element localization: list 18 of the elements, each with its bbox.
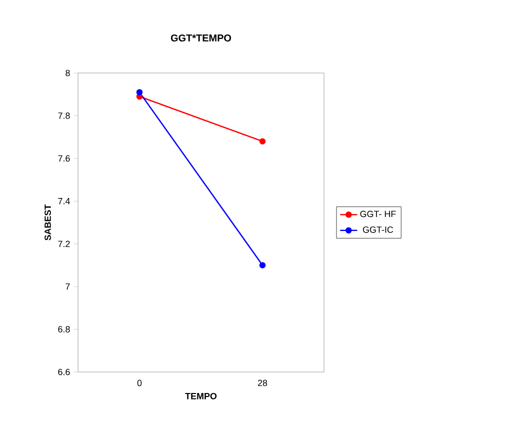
x-tick-label: 0 — [137, 380, 142, 386]
point — [136, 89, 143, 96]
y-tick-label: 8 — [66, 70, 70, 76]
y-tick-label: 6.6 — [58, 368, 70, 376]
y-axis-title: SABEST — [44, 204, 51, 240]
y-tick-label: 7 — [66, 283, 70, 290]
y-tick-label: 7.8 — [58, 112, 70, 119]
x-axis-title: TEMPO — [185, 392, 217, 400]
chart-title: GGT*TEMPO — [170, 34, 232, 42]
point — [259, 138, 266, 144]
y-tick-label: 7.2 — [58, 240, 70, 247]
x-tick-label: 28 — [258, 380, 268, 386]
legend-label: GGT- HF — [360, 210, 396, 218]
legend-label: GGT-IC — [362, 226, 394, 233]
point — [259, 262, 266, 268]
y-tick-label: 6.8 — [58, 326, 70, 332]
y-tick-label: 7.4 — [58, 198, 70, 204]
y-tick-label: 7.6 — [58, 155, 70, 162]
